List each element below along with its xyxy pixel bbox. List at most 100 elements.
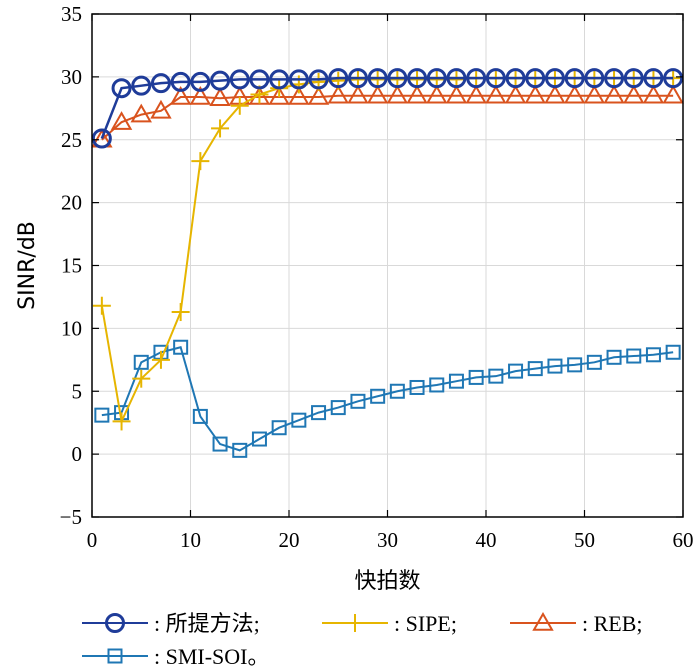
legend-marker bbox=[346, 614, 364, 632]
data-point bbox=[367, 68, 388, 89]
data-point bbox=[291, 412, 307, 428]
data-point bbox=[209, 87, 231, 107]
data-point bbox=[527, 361, 543, 377]
data-point bbox=[623, 84, 645, 104]
data-point bbox=[92, 296, 111, 315]
data-point bbox=[445, 84, 468, 104]
data-point bbox=[212, 436, 228, 452]
data-point bbox=[468, 369, 484, 385]
grid-lines bbox=[91, 13, 684, 518]
data-point bbox=[190, 71, 211, 92]
data-point bbox=[508, 363, 524, 379]
data-point bbox=[307, 85, 330, 105]
series-0 bbox=[91, 68, 684, 149]
data-point bbox=[488, 368, 504, 384]
data-point bbox=[211, 119, 230, 138]
legend-label: : REB; bbox=[582, 611, 643, 636]
data-point bbox=[248, 85, 271, 105]
x-tick-label: 20 bbox=[279, 528, 300, 552]
data-point bbox=[130, 103, 152, 123]
data-point bbox=[210, 70, 231, 91]
series-layer bbox=[91, 68, 684, 458]
x-tick-label: 40 bbox=[476, 528, 497, 552]
data-point bbox=[663, 68, 684, 89]
x-tick-label: 30 bbox=[377, 528, 398, 552]
data-point bbox=[564, 68, 585, 89]
data-point bbox=[288, 69, 309, 90]
data-point bbox=[525, 68, 546, 89]
data-point bbox=[229, 69, 250, 90]
data-point bbox=[169, 85, 192, 105]
y-tick-label: 30 bbox=[61, 65, 82, 89]
data-point bbox=[132, 369, 151, 388]
data-point bbox=[623, 68, 644, 89]
data-point bbox=[251, 431, 267, 447]
y-tick-label: 10 bbox=[61, 316, 82, 340]
data-point bbox=[643, 68, 664, 89]
legend-label: : 所提方法; bbox=[154, 611, 260, 636]
data-point bbox=[370, 388, 386, 404]
data-point bbox=[110, 111, 133, 130]
data-point bbox=[603, 84, 625, 104]
data-point bbox=[112, 412, 131, 431]
x-tick-label: 50 bbox=[574, 528, 595, 552]
data-point bbox=[563, 84, 586, 104]
legend-item-1: : SIPE; bbox=[322, 611, 457, 636]
y-tick-label: 5 bbox=[72, 379, 83, 403]
data-point bbox=[429, 377, 445, 393]
data-point bbox=[586, 354, 602, 370]
y-tick-label: −5 bbox=[60, 505, 82, 529]
data-point bbox=[133, 354, 149, 370]
data-point bbox=[662, 84, 684, 104]
legend-label: : SMI-SOI。 bbox=[154, 644, 270, 669]
y-tick-label: 15 bbox=[61, 254, 82, 278]
y-tick-label: 25 bbox=[61, 128, 82, 152]
data-point bbox=[386, 84, 409, 104]
data-point bbox=[642, 84, 665, 104]
data-point bbox=[407, 68, 428, 89]
y-tick-label: 35 bbox=[61, 2, 82, 26]
legend-marker bbox=[107, 648, 123, 664]
data-point bbox=[170, 71, 191, 92]
data-point bbox=[151, 350, 170, 369]
data-point bbox=[544, 68, 565, 89]
data-point bbox=[504, 84, 527, 104]
data-point bbox=[567, 357, 583, 373]
data-point bbox=[311, 405, 327, 421]
series-line bbox=[101, 94, 674, 141]
data-point bbox=[389, 383, 405, 399]
x-tick-label: 0 bbox=[87, 528, 98, 552]
data-point bbox=[465, 84, 487, 104]
data-point bbox=[366, 84, 389, 104]
data-point bbox=[171, 303, 190, 322]
data-point bbox=[406, 84, 428, 104]
data-point bbox=[645, 347, 661, 363]
legend-marker bbox=[105, 613, 125, 633]
data-point bbox=[583, 84, 606, 104]
data-point bbox=[485, 84, 507, 104]
data-point bbox=[192, 408, 208, 424]
data-point bbox=[271, 420, 287, 436]
data-point bbox=[446, 68, 467, 89]
data-point bbox=[665, 344, 681, 360]
data-point bbox=[249, 69, 270, 90]
data-point bbox=[544, 84, 566, 104]
y-tick-label: 0 bbox=[72, 442, 83, 466]
data-point bbox=[131, 75, 152, 96]
legend-label: : SIPE; bbox=[394, 611, 457, 636]
data-point bbox=[626, 348, 642, 364]
data-point bbox=[350, 393, 366, 409]
data-point bbox=[547, 358, 563, 374]
legend-item-3: : SMI-SOI。 bbox=[82, 644, 270, 669]
data-point bbox=[604, 68, 625, 89]
data-point bbox=[191, 152, 210, 171]
data-point bbox=[327, 84, 349, 104]
data-point bbox=[268, 85, 290, 105]
data-point bbox=[232, 442, 248, 458]
data-point bbox=[328, 68, 349, 89]
data-point bbox=[230, 96, 249, 115]
legend-item-0: : 所提方法; bbox=[82, 611, 260, 636]
legend: : 所提方法; : SIPE; : REB; : SMI-SOI。 bbox=[82, 611, 643, 669]
